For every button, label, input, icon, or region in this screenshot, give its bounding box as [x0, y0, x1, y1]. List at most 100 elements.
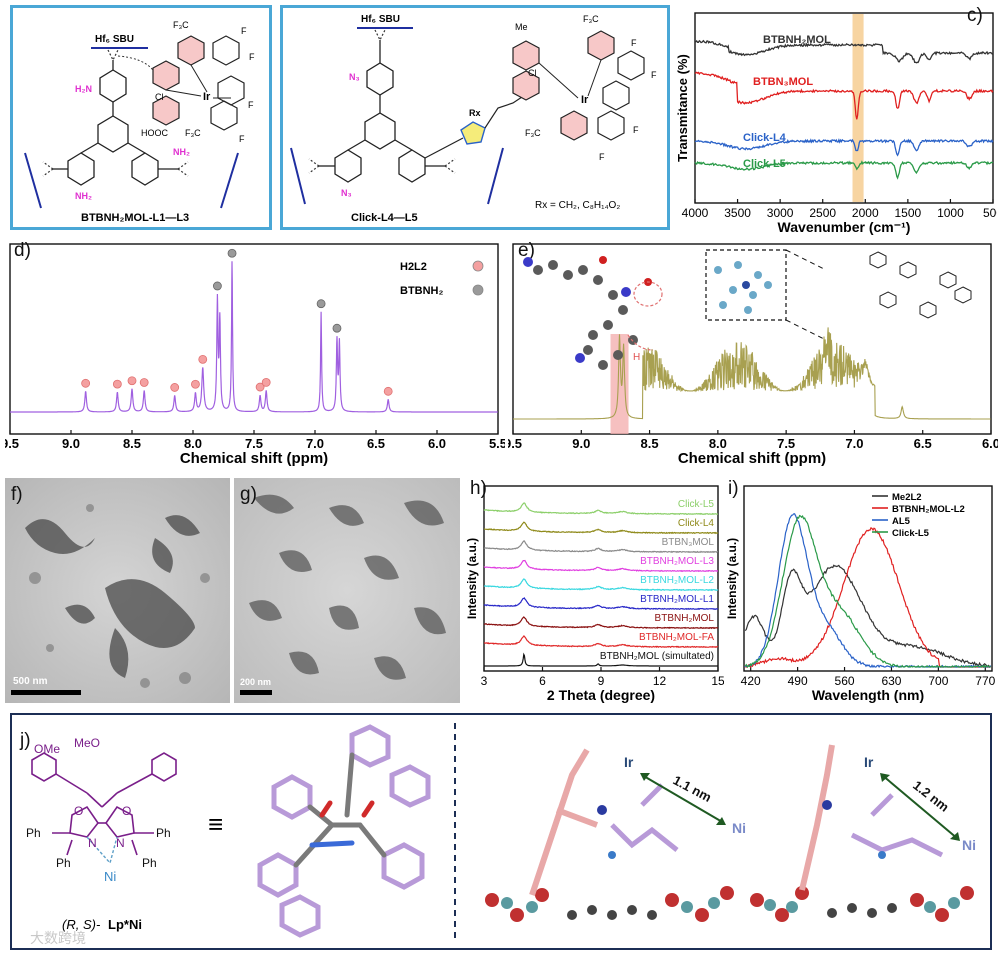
- j-n-right: N: [116, 836, 125, 850]
- nmr-e-highlight-circle: [633, 281, 663, 307]
- nmr-e-atom-2: [563, 270, 573, 280]
- pl-series-3: [744, 514, 991, 669]
- j-ligand-name: Lp*Ni: [108, 917, 142, 932]
- panel-a-f-3: F: [248, 100, 254, 110]
- nmr-e-ir-atom-5: [764, 281, 772, 289]
- nmr-d-h2l2-marker-9: [383, 386, 393, 396]
- pl-legend-label-0: Me2L2: [892, 492, 922, 503]
- pxrd-series-1: [484, 521, 719, 535]
- nmr-e-atom-3: [578, 265, 588, 275]
- pxrd-label-0: Click-L5: [678, 499, 715, 510]
- chart-pxrd: 3 6 9 12 15 2 Theta (degree) Intensity (a.u.) C…: [465, 485, 724, 703]
- nmr-d-tick-label-7: 6.0: [428, 436, 446, 451]
- ftir-tick-label-0: 4000: [682, 206, 709, 220]
- nmr-e-tick-label-1: 9.0: [572, 436, 590, 451]
- nmr-e-atom-6: [618, 305, 628, 315]
- panel-label-h: h): [470, 478, 487, 499]
- chart-ftir: 4000 3500 3000 2500 2000 1500 1000 500 Wavenumbe…: [675, 12, 997, 235]
- panel-label-i: i): [728, 478, 739, 499]
- scale-label-g: 200 nm: [240, 677, 272, 687]
- ftir-xlabel: Wavenumber (cm⁻¹): [778, 219, 911, 235]
- pxrd-tick-label-1: 6: [539, 674, 546, 688]
- pl-series-2: [744, 513, 992, 669]
- panel-b-f-4: F: [599, 152, 605, 162]
- panel-a-frame: [10, 5, 272, 230]
- nmr-e-ring-1: [899, 261, 917, 279]
- nmr-d-h2l2-marker-8: [261, 378, 271, 387]
- panel-b-caption: Click-L4—L5: [351, 212, 418, 224]
- pxrd-label-4: BTBNH₂MOL-L2: [640, 575, 714, 586]
- panel-b-cf3-bottom: F₃C: [525, 128, 541, 138]
- j-3d-ligand: [257, 724, 431, 938]
- nmr-e-ring-0: [869, 251, 887, 269]
- nmr-e-atom-7: [603, 320, 613, 330]
- j-ph-4: Ph: [142, 856, 157, 870]
- pxrd-tick-label-2: 9: [598, 674, 605, 688]
- ftir-tick-label-5: 1500: [895, 206, 922, 220]
- nmr-d-btbnh2-marker-2: [316, 299, 326, 309]
- nmr-d-xlabel: Chemical shift (ppm): [180, 450, 328, 467]
- panel-a-structure: Hf₆ SBU H₂N NH₂ NH₂ F₃C F F Ir Cl F F HO…: [24, 20, 255, 224]
- panel-b-structure: Hf₆ SBU N₃ N₃ Rx Me Cl F₃C F F Ir F F F₃…: [290, 14, 657, 224]
- nmr-d-tick-label-4: 7.5: [245, 436, 263, 451]
- panel-b-f-1: F: [631, 38, 637, 48]
- panel-label-f: f): [11, 484, 23, 505]
- nmr-e-tick-label-3: 8.0: [709, 436, 727, 451]
- pl-tick-label-3: 630: [881, 674, 901, 688]
- nmr-e-frame: [512, 243, 992, 435]
- pxrd-series-5: [483, 597, 719, 611]
- ftir-legend-0: BTBNH₂MOL: [763, 34, 831, 46]
- nmr-e-ir-box: [705, 249, 787, 321]
- panel-b-rx-definition: Rx = CH₂, C₈H₁₄O₂: [535, 200, 620, 211]
- watermark: 大数跨境: [30, 930, 86, 946]
- pl-tick-label-4: 700: [928, 674, 948, 688]
- chart-nmr-d: 9.5 9.0 8.5 8.0 7.5 7.0 6.5 6.0 5.5 Chemical shif…: [5, 243, 505, 467]
- panel-b-sbu-label: Hf₆ SBU: [361, 14, 400, 25]
- nmr-d-spectrum: [10, 261, 498, 413]
- nmr-d-tick-label-0: 9.5: [5, 436, 19, 451]
- panel-label-d: d): [14, 240, 31, 261]
- nmr-e-ir-atom-2: [754, 271, 762, 279]
- nmr-e-spectrum: [513, 327, 991, 420]
- nmr-e-arrow: [627, 334, 654, 351]
- j-ligand-prefix: (R, S)-: [62, 917, 101, 932]
- nmr-e-atom-5: [608, 290, 618, 300]
- panel-b-rx: Rx: [469, 108, 481, 118]
- panel-a-cf3-bottom: F₃C: [185, 128, 201, 138]
- pl-ylabel: Intensity (a.u.): [725, 538, 739, 619]
- nmr-d-h2l2-marker-4: [170, 383, 180, 392]
- nmr-e-tick-label-4: 7.5: [777, 436, 795, 451]
- nmr-e-ring-5: [954, 286, 972, 304]
- pl-tick-label-1: 490: [788, 674, 808, 688]
- panel-b-cf3-top: F₃C: [583, 14, 599, 24]
- nmr-d-h2l2-marker-7: [255, 382, 265, 392]
- j-ph-3: Ph: [56, 856, 71, 870]
- nmr-d-h2l2-marker-2: [127, 376, 137, 386]
- panel-a-sbu-label: Hf₆ SBU: [95, 34, 134, 45]
- j-ph-2: Ph: [156, 826, 171, 840]
- chart-pl: 420 490 560 630 700 770 Wavelength (nm) Intensi…: [725, 485, 996, 703]
- ftir-ylabel: Transmitance (%): [675, 54, 690, 162]
- panel-b-n3-bottom: N₃: [341, 188, 352, 198]
- nmr-e-ring-3: [879, 291, 897, 309]
- panel-label-e: e): [518, 240, 535, 261]
- j-ome: OMe: [34, 742, 60, 756]
- nmr-d-legend-label-1: BTBNH₂: [400, 285, 443, 297]
- nmr-e-ir-atom-0: [714, 266, 722, 274]
- panel-a-hooc: HOOC: [141, 128, 169, 138]
- nmr-e-tick-label-2: 8.5: [641, 436, 659, 451]
- nmr-d-h2l2-marker-3: [139, 378, 149, 387]
- ftir-tick-label-1: 3500: [724, 206, 751, 220]
- panel-a-nh2-left: NH₂: [75, 191, 92, 201]
- nmr-e-atom-12: [628, 335, 638, 345]
- ftir-series-0: [694, 39, 994, 64]
- nmr-e-atom-8: [588, 330, 598, 340]
- nmr-e-tick-label-7: 6.0: [982, 436, 998, 451]
- panel-a-f-4: F: [239, 134, 245, 144]
- ftir-legend-2: Click-L4: [743, 132, 787, 144]
- panel-b-f-2: F: [651, 70, 657, 80]
- j-ir-1: Ir: [624, 754, 634, 770]
- pxrd-series-8: [484, 652, 718, 667]
- panel-a-nh2-right: NH₂: [173, 147, 190, 157]
- nmr-e-ir-atom-4: [749, 291, 757, 299]
